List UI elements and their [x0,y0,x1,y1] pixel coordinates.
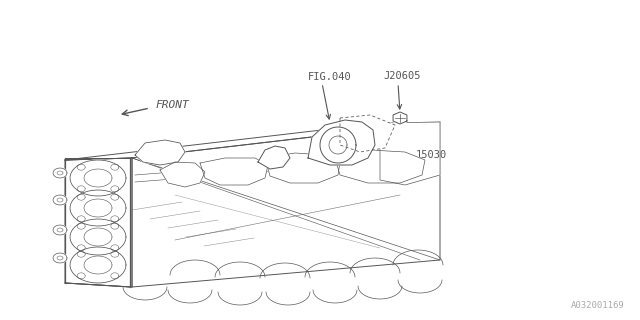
Polygon shape [70,219,126,255]
Polygon shape [70,190,126,226]
Polygon shape [340,115,395,152]
Polygon shape [135,140,185,165]
Text: A032001169: A032001169 [572,301,625,310]
Text: J20605: J20605 [383,71,420,81]
Polygon shape [393,112,407,124]
Polygon shape [53,253,67,263]
Polygon shape [265,153,340,183]
Text: FIG.040: FIG.040 [308,72,352,82]
Polygon shape [392,112,408,124]
Text: 15030: 15030 [416,150,447,160]
Polygon shape [53,168,67,178]
Polygon shape [160,162,205,187]
Polygon shape [335,150,425,183]
Polygon shape [70,247,126,283]
Polygon shape [70,160,126,196]
Polygon shape [308,120,375,165]
Polygon shape [258,146,290,169]
Polygon shape [53,225,67,235]
Polygon shape [53,195,67,205]
Polygon shape [65,122,440,287]
Text: FRONT: FRONT [155,100,189,110]
Polygon shape [380,122,440,185]
Polygon shape [200,158,268,185]
